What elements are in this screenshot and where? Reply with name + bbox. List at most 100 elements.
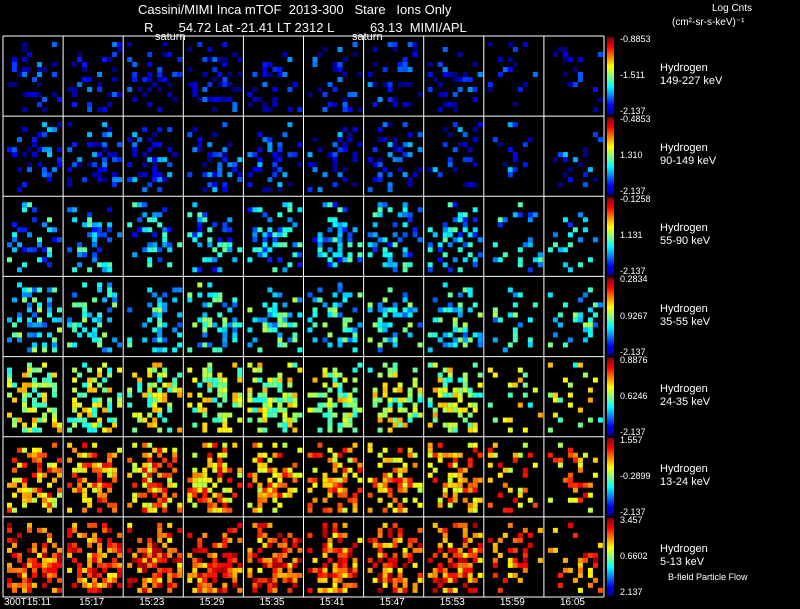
flux-pixel	[222, 222, 228, 228]
flux-pixel	[197, 472, 203, 478]
flux-pixel	[392, 557, 398, 563]
flux-pixel	[227, 82, 233, 87]
flux-pixel	[392, 332, 398, 338]
flux-pixel	[387, 532, 393, 538]
flux-pixel	[327, 82, 333, 87]
image-panel	[427, 47, 483, 112]
flux-pixel	[247, 307, 253, 313]
flux-pixel	[472, 577, 478, 583]
flux-pixel	[522, 162, 528, 168]
flux-pixel	[12, 417, 17, 423]
flux-pixel	[327, 202, 333, 208]
flux-pixel	[22, 152, 27, 158]
flux-pixel	[382, 297, 388, 303]
flux-pixel	[22, 477, 27, 483]
flux-pixel	[592, 457, 598, 463]
flux-pixel	[552, 317, 558, 323]
flux-pixel	[27, 247, 32, 253]
flux-pixel	[292, 427, 298, 433]
flux-pixel	[342, 572, 348, 578]
flux-pixel	[282, 392, 288, 398]
colorbar	[607, 517, 614, 596]
flux-pixel	[382, 387, 388, 393]
flux-pixel	[147, 472, 153, 478]
flux-pixel	[222, 467, 228, 473]
flux-pixel	[372, 477, 378, 483]
flux-pixel	[212, 267, 218, 273]
flux-pixel	[192, 567, 198, 573]
flux-pixel	[452, 337, 458, 343]
flux-pixel	[37, 147, 42, 153]
flux-pixel	[257, 227, 263, 233]
flux-pixel	[137, 557, 143, 563]
flux-pixel	[397, 402, 403, 408]
flux-pixel	[112, 477, 118, 483]
flux-pixel	[107, 407, 113, 413]
flux-pixel	[222, 447, 228, 453]
flux-pixel	[162, 487, 168, 493]
image-panel	[312, 202, 363, 268]
flux-pixel	[247, 407, 253, 413]
flux-pixel	[342, 412, 348, 418]
flux-pixel	[327, 152, 333, 158]
flux-pixel	[527, 317, 533, 323]
flux-pixel	[512, 457, 518, 463]
flux-pixel	[32, 472, 37, 478]
flux-pixel	[27, 557, 32, 563]
flux-pixel	[282, 537, 288, 543]
flux-pixel	[577, 162, 583, 168]
flux-pixel	[42, 322, 47, 328]
flux-pixel	[392, 507, 398, 513]
flux-pixel	[262, 577, 268, 583]
flux-pixel	[7, 582, 12, 588]
flux-pixel	[247, 362, 253, 368]
flux-pixel	[22, 587, 27, 593]
flux-pixel	[452, 562, 458, 568]
flux-pixel	[32, 377, 37, 383]
flux-pixel	[487, 537, 493, 543]
flux-pixel	[267, 537, 273, 543]
flux-pixel	[172, 72, 178, 77]
flux-pixel	[567, 167, 573, 173]
flux-pixel	[502, 217, 508, 223]
flux-pixel	[27, 302, 32, 308]
flux-pixel	[312, 557, 318, 563]
flux-pixel	[472, 552, 478, 558]
flux-pixel	[42, 542, 47, 548]
flux-pixel	[57, 552, 62, 558]
chart-title: Cassini/MIMI Inca mTOF 2013-300 Stare Io…	[138, 2, 452, 17]
flux-pixel	[207, 567, 213, 573]
flux-pixel	[207, 322, 213, 328]
flux-pixel	[337, 237, 343, 243]
flux-pixel	[217, 492, 223, 498]
flux-pixel	[147, 367, 153, 373]
flux-pixel	[382, 577, 388, 583]
flux-pixel	[197, 242, 203, 248]
flux-pixel	[132, 462, 138, 468]
flux-pixel	[317, 587, 323, 593]
flux-pixel	[382, 362, 388, 368]
flux-pixel	[147, 587, 153, 593]
flux-pixel	[27, 232, 32, 238]
flux-pixel	[312, 467, 318, 473]
flux-pixel	[462, 222, 468, 228]
flux-pixel	[457, 327, 463, 333]
image-panel	[427, 282, 483, 353]
flux-pixel	[187, 82, 193, 87]
flux-pixel	[452, 72, 458, 77]
flux-pixel	[412, 52, 418, 57]
flux-pixel	[202, 327, 208, 333]
flux-pixel	[272, 162, 278, 168]
flux-pixel	[212, 292, 218, 298]
flux-pixel	[192, 322, 198, 328]
flux-pixel	[552, 397, 558, 403]
flux-pixel	[372, 387, 378, 393]
flux-pixel	[382, 447, 388, 453]
flux-pixel	[462, 417, 468, 423]
image-panel	[7, 282, 62, 353]
flux-pixel	[37, 472, 42, 478]
flux-pixel	[552, 332, 558, 338]
flux-pixel	[467, 552, 473, 558]
flux-pixel	[377, 427, 383, 433]
flux-pixel	[437, 62, 443, 67]
